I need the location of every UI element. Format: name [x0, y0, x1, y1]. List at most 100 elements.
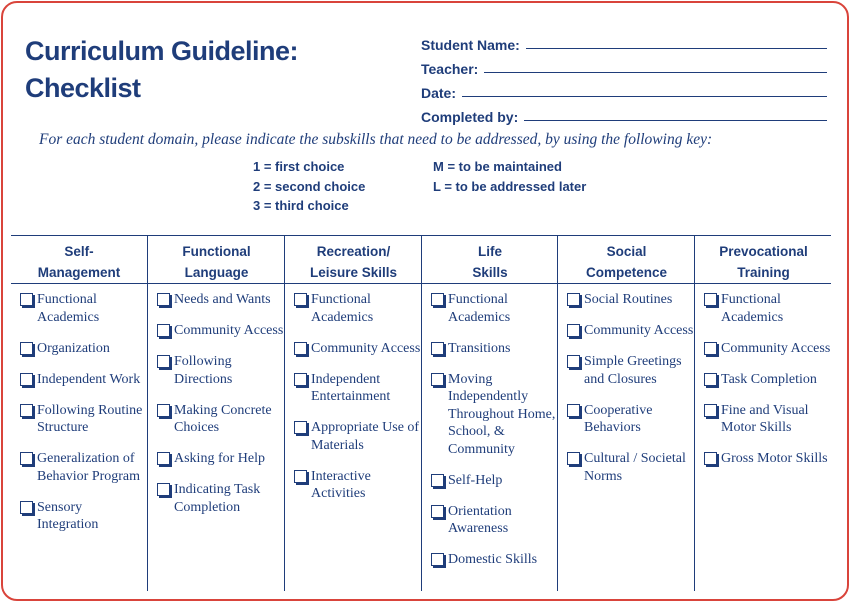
- checkbox-icon[interactable]: [20, 341, 33, 355]
- subskill-label: Asking for Help: [174, 451, 265, 466]
- key-addressed-later: L = to be addressed later: [433, 178, 587, 194]
- subskill-item: Cooperative Behaviors: [558, 402, 695, 437]
- column-header-line: Leisure Skills: [309, 265, 398, 280]
- checkbox-icon[interactable]: [431, 372, 444, 386]
- completed-by-field[interactable]: Completed by:: [421, 101, 827, 125]
- subskill-item: Indicating Task Completion: [148, 481, 285, 516]
- checkbox-icon[interactable]: [431, 293, 444, 306]
- key-maintained: M = to be maintained: [433, 159, 562, 174]
- checkbox-icon[interactable]: [294, 293, 307, 306]
- checkbox-icon[interactable]: [294, 421, 307, 434]
- date-field[interactable]: Date:: [421, 77, 827, 101]
- subskill-label: Appropriate Use of Materials: [311, 420, 420, 453]
- subskill-label: Interactive Activities: [311, 468, 371, 502]
- column-header: Social Competence: [558, 241, 695, 283]
- subskill-label: Cooperative Behaviors: [584, 402, 653, 436]
- checkbox-icon[interactable]: [294, 341, 307, 355]
- subskill-item: Interactive Activities: [285, 468, 422, 503]
- checkbox-icon[interactable]: [157, 324, 170, 337]
- subskill-item: Orientation Awareness: [422, 503, 558, 538]
- checkbox-icon[interactable]: [157, 403, 170, 417]
- checkbox-icon[interactable]: [704, 293, 717, 306]
- checkbox-icon[interactable]: [431, 504, 444, 518]
- checkbox-icon[interactable]: [20, 452, 33, 465]
- checkbox-icon[interactable]: [431, 473, 444, 487]
- checkbox-icon[interactable]: [20, 500, 33, 514]
- subskill-item: Gross Motor Skills: [695, 450, 832, 468]
- subskill-label: Community Access: [584, 323, 694, 338]
- checkbox-icon[interactable]: [20, 293, 33, 306]
- column-functional-language: Functional Language Needs and Wants Communi…: [147, 235, 285, 591]
- checkbox-icon[interactable]: [704, 341, 717, 355]
- subskill-label: Cultural / Societal Norms: [584, 451, 686, 484]
- subskill-list: Social Routines Community Access Simple Gr…: [558, 291, 695, 499]
- completed-by-line[interactable]: [524, 120, 827, 121]
- subskill-label: Self-Help: [448, 472, 503, 488]
- checkbox-icon[interactable]: [157, 483, 170, 496]
- teacher-label: Teacher:: [421, 61, 479, 77]
- priority-key: 1 = first choice 2 = second choice 3 = t…: [253, 157, 365, 216]
- subskill-label: Needs and Wants: [174, 292, 271, 307]
- title-line-1: Curriculum Guideline:: [25, 36, 299, 66]
- subskill-label: Community Access: [311, 340, 421, 356]
- teacher-field[interactable]: Teacher:: [421, 53, 827, 77]
- checkbox-icon[interactable]: [294, 469, 307, 483]
- key-second-choice: 2 = second choice: [253, 178, 366, 194]
- checkbox-icon[interactable]: [567, 452, 580, 465]
- checkbox-icon[interactable]: [431, 553, 444, 566]
- column-self-management: Self- Management Functional Academics Organ…: [11, 235, 147, 591]
- subskill-item: Functional Academics: [11, 291, 147, 326]
- checkbox-icon[interactable]: [157, 452, 170, 465]
- subskill-item: Appropriate Use of Materials: [285, 419, 422, 454]
- checkbox-icon[interactable]: [157, 355, 170, 368]
- subskill-item: Generalization of Behavior Program: [11, 450, 147, 485]
- subskill-list: Functional Academics Organization Independ…: [11, 291, 147, 547]
- checkbox-icon[interactable]: [704, 372, 717, 386]
- column-header-line: Management: [37, 265, 121, 280]
- subskill-label: Task Completion: [721, 371, 817, 387]
- subskill-label: Sensory Integration: [37, 499, 99, 533]
- checkbox-icon[interactable]: [157, 293, 170, 306]
- key-first-choice: 1 = first choice: [253, 159, 345, 174]
- column-header-line: Training: [737, 265, 790, 280]
- checkbox-icon[interactable]: [294, 372, 307, 386]
- column-recreation-leisure: Recreation/Leisure Skills Functional Acad…: [284, 235, 422, 591]
- teacher-line[interactable]: [484, 72, 827, 73]
- subskill-label: Functional Academics: [37, 292, 100, 325]
- subskill-label: Functional Academics: [448, 292, 511, 325]
- subskill-list: Functional Academics Transitions Moving In…: [422, 291, 558, 582]
- subskill-item: Fine and Visual Motor Skills: [695, 402, 832, 437]
- student-name-line[interactable]: [525, 48, 827, 49]
- column-header: Life Skills: [422, 241, 558, 283]
- checkbox-icon[interactable]: [20, 372, 33, 386]
- subskill-item: Community Access: [285, 340, 422, 358]
- subskill-label: Simple Greetings and Closures: [584, 354, 682, 387]
- column-header-line: Self-: [64, 244, 94, 259]
- subskill-label: Fine and Visual Motor Skills: [721, 402, 809, 436]
- student-info-fields: Student Name: Teacher: Date: Completed b…: [421, 29, 827, 125]
- checkbox-icon[interactable]: [567, 355, 580, 368]
- subskill-label: Moving Independently Throughout Home, Sc…: [448, 371, 556, 457]
- subskill-list: Functional Academics Community Access Task…: [695, 291, 832, 481]
- column-header-line: Language: [184, 265, 249, 280]
- checkbox-icon[interactable]: [567, 403, 580, 417]
- checkbox-icon[interactable]: [567, 293, 580, 306]
- subskill-item: Organization: [11, 340, 147, 358]
- subskill-label: Following Directions: [174, 354, 233, 387]
- checkbox-icon[interactable]: [20, 403, 33, 417]
- checkbox-icon[interactable]: [704, 452, 717, 465]
- subskill-item: Self-Help: [422, 472, 558, 490]
- date-line[interactable]: [462, 96, 827, 97]
- subskill-list: Functional Academics Community Access Inde…: [285, 291, 422, 516]
- checkbox-icon[interactable]: [431, 341, 444, 355]
- subskill-label: Functional Academics: [721, 292, 784, 325]
- key-third-choice: 3 = third choice: [253, 198, 349, 213]
- checkbox-icon[interactable]: [567, 324, 580, 337]
- subskill-item: Functional Academics: [695, 291, 832, 326]
- title-line-2: Checklist: [25, 73, 141, 103]
- student-name-field[interactable]: Student Name:: [421, 29, 827, 53]
- subskill-label: Making Concrete Choices: [174, 402, 272, 436]
- checkbox-icon[interactable]: [704, 403, 717, 417]
- subskill-item: Following Routine Structure: [11, 402, 147, 437]
